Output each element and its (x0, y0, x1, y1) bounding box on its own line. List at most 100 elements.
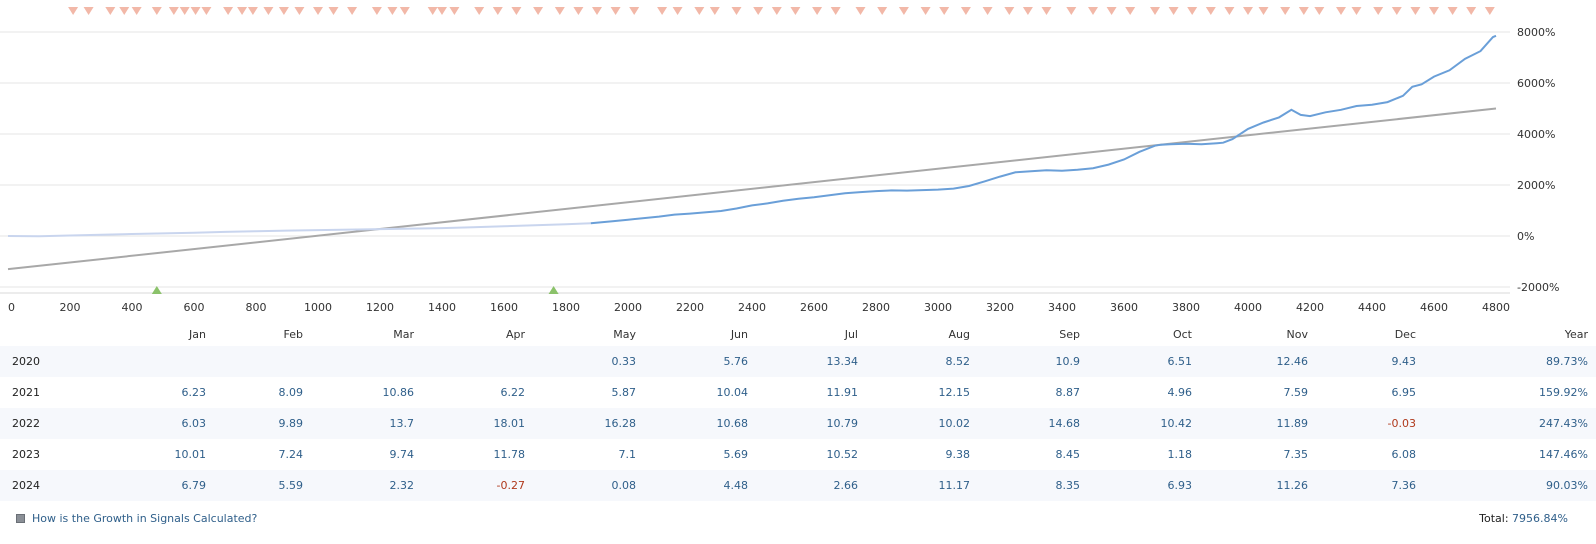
footer: How is the Growth in Signals Calculated?… (0, 508, 1596, 532)
month-value: 8.35 (978, 470, 1088, 501)
header-year-blank (0, 322, 112, 346)
marker-top (387, 7, 398, 15)
marker-top (592, 7, 602, 15)
month-value: 5.69 (723, 448, 749, 461)
table-row: 2024 6.79 5.59 2.32 -0.27 0.08 4.48 2.66 11.17 8.… (0, 470, 1596, 501)
month-value: 10.02 (866, 408, 978, 439)
marker-top (898, 7, 909, 15)
table-header-row: Jan Feb Mar Apr May Jun Jul Aug Sep Oct … (0, 322, 1596, 346)
x-tick-label: 3000 (924, 301, 952, 314)
marker-top (105, 7, 116, 15)
marker-top (278, 7, 289, 15)
month-value: 6.95 (1391, 386, 1417, 399)
x-tick-label: 2400 (738, 301, 766, 314)
month-value: 6.23 (181, 386, 207, 399)
month-value: 16.28 (533, 408, 644, 439)
header-nov: Nov (1286, 327, 1308, 341)
month-value: 9.89 (214, 408, 311, 439)
header-mar: Mar (393, 327, 414, 341)
calculator-icon (16, 514, 25, 523)
marker-top (437, 7, 447, 15)
month-value: 7.1 (618, 448, 637, 461)
marker-top (474, 7, 485, 15)
month-value: 9.43 (1316, 346, 1424, 377)
x-tick-label: 800 (246, 301, 267, 314)
marker-top (790, 7, 801, 15)
trend-line (7, 107, 1497, 271)
marker-bottom (548, 286, 559, 294)
marker-top (1106, 7, 1117, 15)
marker-top (1150, 7, 1160, 15)
marker-top (1298, 7, 1309, 15)
marker-top (1066, 7, 1077, 15)
marker-top (1125, 7, 1136, 15)
month-value: 14.68 (978, 408, 1088, 439)
month-value: 2.32 (311, 470, 422, 501)
marker-top (1314, 7, 1325, 15)
growth-calculation-link[interactable]: How is the Growth in Signals Calculated? (16, 512, 257, 525)
month-value: 10.68 (644, 408, 756, 439)
marker-top (294, 7, 305, 15)
marker-top (1168, 7, 1179, 15)
marker-top (449, 7, 460, 15)
marker-top (1187, 7, 1198, 15)
month-value: 11.89 (1200, 408, 1316, 439)
year-total: 159.92% (1539, 386, 1588, 399)
year-total: 89.73% (1424, 346, 1596, 377)
x-tick-label: 2600 (800, 301, 828, 314)
header-may: May (613, 327, 636, 341)
marker-top (1022, 7, 1033, 15)
x-tick-label: 0 (8, 301, 15, 314)
marker-top (709, 7, 720, 15)
month-value: 6.08 (1391, 448, 1417, 461)
marker-top (83, 7, 94, 15)
month-value: 8.87 (1055, 386, 1081, 399)
month-value: 10.52 (826, 448, 859, 461)
month-value: 6.22 (500, 386, 526, 399)
month-value: 10.42 (1088, 408, 1200, 439)
month-value: 5.59 (214, 470, 311, 501)
growth-line-history (7, 222, 591, 238)
x-tick-label: 1400 (428, 301, 456, 314)
month-value: 12.15 (938, 386, 971, 399)
month-value: 10.86 (382, 386, 415, 399)
month-value: 10.04 (716, 386, 749, 399)
month-value: 5.87 (611, 386, 637, 399)
row-year: 2021 (12, 386, 40, 399)
marker-top (328, 7, 339, 15)
month-value (112, 346, 214, 377)
marker-top (1373, 7, 1384, 15)
x-tick-label: 3600 (1110, 301, 1138, 314)
marker-top (237, 7, 248, 15)
x-tick-label: 1600 (490, 301, 518, 314)
month-value: 11.17 (866, 470, 978, 501)
total-label: Total: (1479, 512, 1509, 525)
x-tick-label: 2800 (862, 301, 890, 314)
marker-top (753, 7, 764, 15)
month-value: 13.34 (756, 346, 866, 377)
table-row: 2020 0.33 5.76 13.34 8.52 10.9 6.51 12.46 9.43 89… (0, 346, 1596, 377)
x-tick-label: 4800 (1482, 301, 1510, 314)
marker-top (982, 7, 993, 15)
marker-top (812, 7, 823, 15)
month-value (422, 346, 533, 377)
total-value: 7956.84% (1512, 512, 1568, 525)
header-oct: Oct (1172, 327, 1192, 341)
marker-top (533, 7, 544, 15)
month-value: 6.51 (1088, 346, 1200, 377)
marker-top (511, 7, 522, 15)
month-value: 4.96 (1167, 386, 1193, 399)
marker-top (347, 7, 358, 15)
marker-top (399, 7, 410, 15)
month-value: 11.78 (493, 448, 526, 461)
x-tick-label: 3200 (986, 301, 1014, 314)
header-apr: Apr (505, 327, 525, 341)
x-tick-label: 4600 (1420, 301, 1448, 314)
row-year: 2023 (12, 448, 40, 461)
x-tick-label: 4000 (1234, 301, 1262, 314)
marker-top (610, 7, 621, 15)
marker-top (201, 7, 212, 15)
month-value: 10.79 (756, 408, 866, 439)
row-year: 2020 (0, 346, 112, 377)
header-jul: Jul (844, 327, 858, 341)
